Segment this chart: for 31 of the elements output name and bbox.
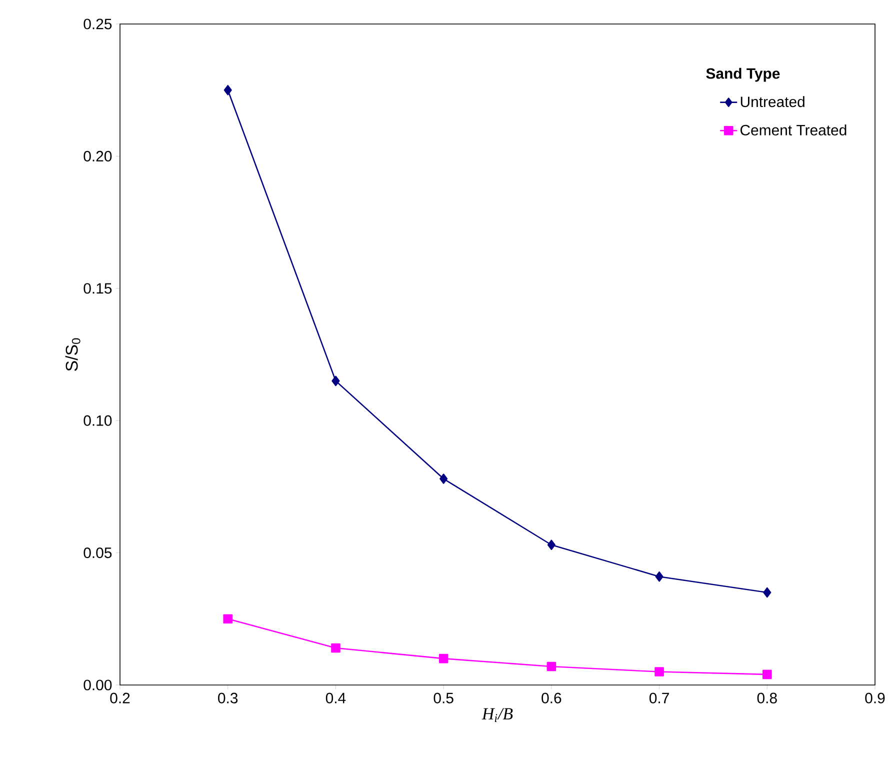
point (654, 667, 664, 676)
point (546, 662, 556, 672)
x-tick-label: 0.8 (757, 692, 777, 704)
y-axis-title: S/S$_{0}$ (65, 338, 80, 371)
point (224, 84, 232, 96)
y-tick-label: 0.15 (84, 283, 112, 294)
legend-title: Sand Type (706, 68, 780, 82)
point (331, 643, 340, 653)
y-tick-label: 0.00 (84, 680, 112, 690)
legend-label: Untreated (740, 96, 804, 108)
x-tick-label: 0.7 (649, 692, 669, 704)
point (762, 670, 772, 680)
y-tick-label: 0.05 (84, 548, 112, 558)
point (438, 654, 448, 664)
x-tick-label: 0.2 (110, 692, 130, 704)
y-tick-label: 0.10 (84, 415, 112, 426)
point (763, 587, 772, 598)
point (332, 376, 340, 386)
x-axis-title: H$_{i}$/B (482, 708, 513, 722)
point (440, 474, 448, 484)
legend-label: Cement Treated (740, 124, 846, 136)
x-tick-label: 0.9 (865, 692, 885, 704)
point (547, 540, 556, 550)
y-tick-label: 0.20 (84, 150, 112, 162)
x-tick-label: 0.3 (218, 692, 238, 704)
point (223, 614, 233, 624)
x-tick-label: 0.4 (326, 692, 346, 704)
x-tick-label: 0.6 (542, 692, 562, 704)
y-tick-label: 0.25 (84, 18, 112, 30)
point (655, 571, 664, 582)
x-tick-label: 0.5 (434, 692, 454, 704)
